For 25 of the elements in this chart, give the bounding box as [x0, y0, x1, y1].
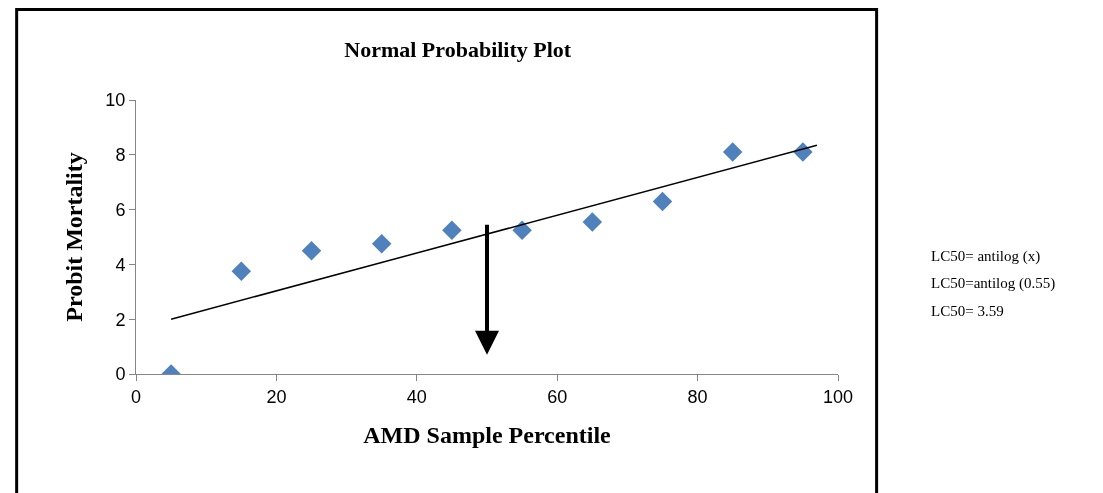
x-tick-label: 0 [130, 386, 142, 407]
y-tick-label: 2 [115, 309, 126, 330]
text: LC50=antilog (0.55) [931, 275, 1056, 292]
x-tick-label: 100 [822, 386, 854, 407]
x-tick-label: 60 [547, 386, 568, 407]
chart-title: Normal Probability Plot [344, 37, 572, 62]
point [582, 212, 603, 232]
point [722, 142, 743, 162]
x-tick-label: 40 [406, 386, 427, 407]
point [371, 234, 392, 254]
y-tick-label: 8 [115, 145, 126, 166]
y-tick-label: 10 [105, 90, 126, 111]
x-axis-title: AMD Sample Percentile [363, 421, 612, 448]
point [652, 191, 673, 212]
y-tick-label: 6 [115, 199, 126, 220]
text: LC50= antilog (x) [931, 248, 1041, 265]
y-tick-label: 4 [115, 254, 126, 275]
point [442, 220, 462, 240]
x-tick-label: 80 [687, 386, 708, 407]
x-tick-label: 20 [266, 386, 287, 407]
text: LC50= 3.59 [931, 303, 1004, 319]
y-tick-label: 0 [115, 364, 126, 385]
point [231, 261, 252, 281]
point [301, 240, 322, 261]
y-axis-title: Probit Mortality [61, 152, 88, 322]
